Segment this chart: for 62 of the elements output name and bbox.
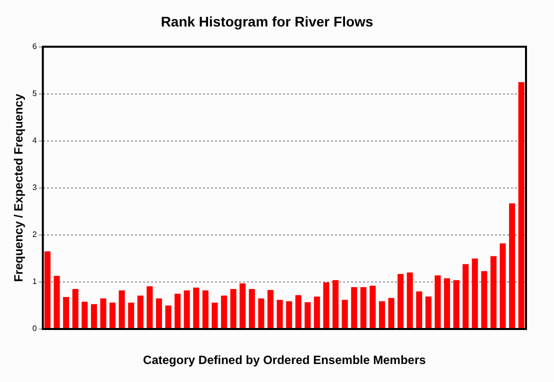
bar [110,302,116,328]
y-tick-label: 1 [32,277,38,286]
bar [453,280,460,328]
bar [378,301,386,328]
bar [314,296,320,328]
y-tick-label: 5 [32,89,38,98]
bar [230,289,236,328]
bar [137,296,144,328]
bar [44,251,51,328]
bar [146,286,153,328]
x-axis-title: Category Defined by Ordered Ensemble Members [143,353,426,368]
bar [295,295,302,328]
bar [509,203,516,328]
bar [202,290,208,328]
bar [388,298,394,328]
bar [128,302,134,328]
bar [286,301,292,328]
bar [276,300,283,328]
bar [342,300,348,328]
bar [490,256,496,328]
bar [82,302,88,328]
bar [351,287,358,328]
bar [370,286,376,328]
y-tick-label: 3 [32,183,38,192]
chart-title: Rank Histogram for River Flows [160,13,374,30]
bar [248,289,255,328]
y-tick-label: 2 [32,230,38,240]
bar [258,298,264,328]
y-axis-title: Frequency / Expected Frequency [12,94,26,282]
bar [500,243,506,328]
bar [472,258,478,328]
bar [332,280,339,328]
bar [184,290,190,328]
bar [90,304,97,328]
bar [518,82,524,328]
bar [72,289,78,328]
bar [398,274,404,328]
bar [416,291,422,328]
bar [63,297,70,328]
bar [406,272,413,328]
bar [165,305,172,328]
bar [156,298,162,328]
y-tick-label: 0 [32,324,38,334]
bar [323,282,330,328]
bar [481,271,488,328]
bar [360,287,366,328]
bar [240,283,246,328]
y-tick-label: 4 [32,136,38,146]
bar [267,290,274,328]
bar [444,278,450,328]
bar [304,302,311,328]
bar [118,290,125,328]
bar [462,264,469,328]
bar [212,302,218,328]
bar [54,276,60,328]
bar [221,296,228,328]
bar [434,275,441,328]
bar [174,294,181,328]
bar [193,288,200,328]
bar [425,296,432,328]
bar [100,298,106,328]
y-tick-label: 6 [32,42,38,52]
